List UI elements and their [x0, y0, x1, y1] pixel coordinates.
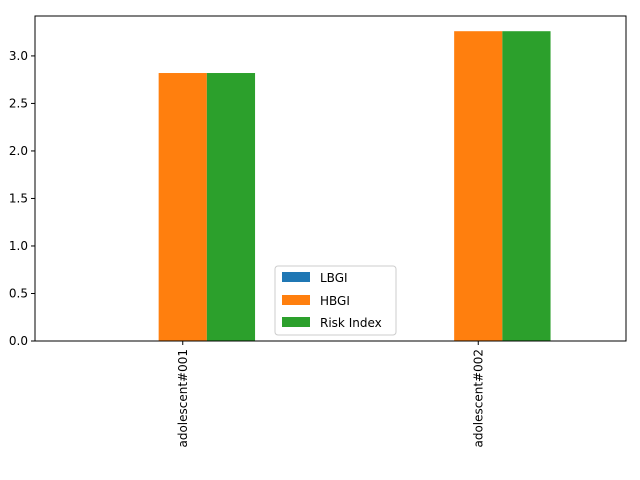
y-tick-label: 2.0	[9, 144, 28, 158]
legend-swatch-hbgi	[282, 295, 310, 305]
x-axis: adolescent#001 adolescent#002	[176, 341, 485, 448]
bar-hbgi-2	[454, 31, 503, 341]
y-tick-label: 3.0	[9, 49, 28, 63]
x-tick-label: adolescent#002	[471, 349, 485, 448]
legend: LBGI HBGI Risk Index	[274, 265, 397, 336]
y-tick-label: 0.0	[9, 334, 28, 348]
bars-group	[158, 31, 551, 341]
y-tick-label: 1.0	[9, 239, 28, 253]
y-tick-label: 2.5	[9, 96, 28, 110]
plot-frame	[34, 15, 627, 342]
legend-label-lbgi: LBGI	[320, 271, 348, 285]
bar-hbgi-1	[158, 73, 207, 341]
legend-swatch-risk-index	[282, 317, 310, 327]
y-tick-label: 0.5	[9, 286, 28, 300]
legend-label-hbgi: HBGI	[320, 294, 350, 308]
legend-label-risk-index: Risk Index	[320, 316, 382, 330]
bar-risk-index-1	[206, 73, 256, 341]
y-axis: 0.0 0.5 1.0 1.5 2.0 2.5 3.0	[9, 49, 35, 348]
y-tick-label: 1.5	[9, 191, 28, 205]
bar-risk-index-2	[502, 31, 551, 341]
legend-swatch-lbgi	[282, 272, 310, 282]
x-tick-label: adolescent#001	[176, 349, 190, 448]
